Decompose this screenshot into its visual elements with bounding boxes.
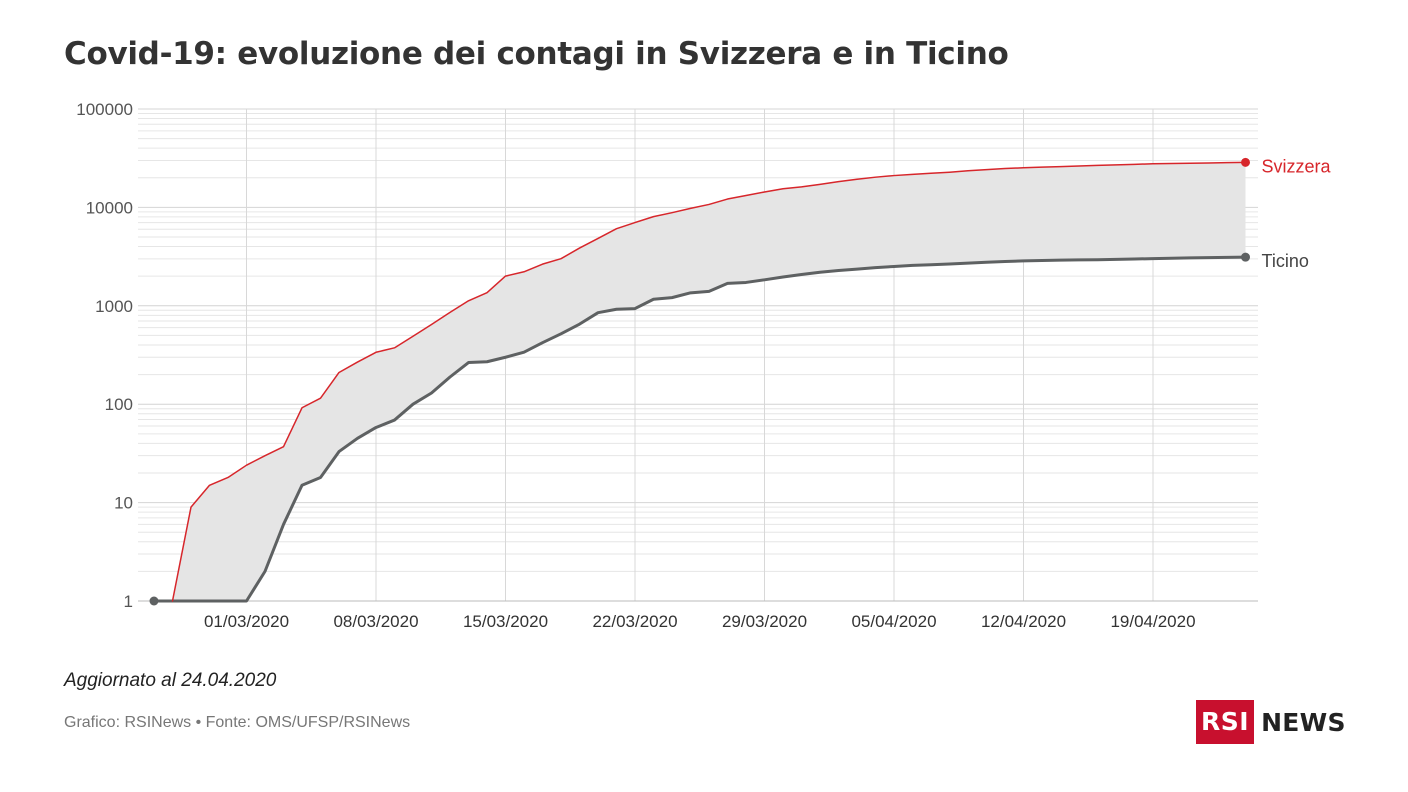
y-tick-label: 100 (105, 395, 133, 414)
x-tick-label: 19/04/2020 (1110, 612, 1195, 631)
x-tick-label: 05/04/2020 (851, 612, 936, 631)
x-tick-label: 12/04/2020 (981, 612, 1066, 631)
x-tick-label: 15/03/2020 (463, 612, 548, 631)
series-label-ticino: Ticino (1262, 251, 1309, 271)
y-tick-label: 1 (124, 592, 133, 611)
series-lines (149, 157, 1250, 606)
series-label-svizzera: Svizzera (1262, 156, 1332, 176)
series-end-point-ticino (1241, 252, 1250, 262)
line-chart: 1 10 100 1000 10000 100000 01/03/2020 08/03/20… (76, 100, 1332, 631)
chart-title: Covid-19: evoluzione dei contagi in Sviz… (64, 36, 1009, 72)
series-end-point-svizzera (1241, 157, 1250, 167)
x-tick-label: 29/03/2020 (722, 612, 807, 631)
y-tick-label: 100000 (76, 100, 133, 119)
x-axis-tick-labels: 01/03/2020 08/03/2020 15/03/2020 22/03/2020… (204, 612, 1196, 631)
series-line-ticino (152, 255, 1247, 603)
y-tick-label: 10 (114, 494, 133, 513)
x-tick-label: 01/03/2020 (204, 612, 289, 631)
updated-date: Aggiornato al 24.04.2020 (64, 670, 277, 691)
source-credit: Grafico: RSINews • Fonte: OMS/UFSP/RSINe… (64, 714, 411, 731)
series-labels: Svizzera Ticino (1262, 156, 1332, 271)
area-between-series (154, 162, 1246, 602)
logo-rsi: RSI (1196, 700, 1255, 744)
y-axis-tick-labels: 1 10 100 1000 10000 100000 (76, 100, 133, 611)
y-tick-label: 1000 (95, 297, 133, 316)
series-line-svizzera (171, 161, 1247, 602)
x-tick-label: 22/03/2020 (592, 612, 677, 631)
logo-news: NEWS (1261, 707, 1346, 737)
rsi-news-logo: RSI NEWS (1196, 700, 1346, 744)
y-tick-label: 10000 (86, 198, 133, 217)
series-start-point (149, 596, 159, 606)
x-tick-label: 08/03/2020 (333, 612, 418, 631)
